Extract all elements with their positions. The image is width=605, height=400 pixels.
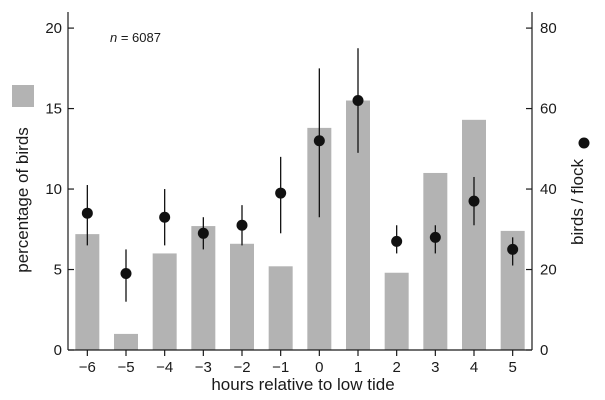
ticks: 0 5 10 15 20 0 20 40 60 80 −6 −5 −4 −3 −2 −1 0 1 2 3 4 5 <box>45 20 556 376</box>
bar <box>152 253 177 350</box>
left-legend-marker <box>12 85 34 107</box>
x-tick-label: 5 <box>508 359 516 376</box>
data-point <box>275 187 287 199</box>
bar <box>423 172 448 350</box>
data-point <box>120 268 132 280</box>
y-tick-label-left: 0 <box>54 342 62 359</box>
x-tick-label: −2 <box>233 359 250 376</box>
data-point <box>391 235 403 247</box>
y-tick-label-left: 5 <box>54 262 62 279</box>
y-tick-label-left: 15 <box>45 101 62 118</box>
x-tick-label: 4 <box>470 359 478 376</box>
y-tick-label-left: 10 <box>45 181 62 198</box>
flock-size-series <box>81 95 519 280</box>
x-tick-label: −1 <box>272 359 289 376</box>
x-tick-label: 3 <box>431 359 439 376</box>
data-point <box>507 243 519 255</box>
axes <box>67 12 533 351</box>
data-point <box>429 231 441 243</box>
x-tick-label: 2 <box>392 359 400 376</box>
x-tick-label: 1 <box>354 359 362 376</box>
bar <box>268 266 293 350</box>
data-point <box>236 219 248 231</box>
bar <box>384 272 409 350</box>
x-tick-label: −4 <box>156 359 173 376</box>
y-tick-label-right: 0 <box>540 342 548 359</box>
right-legend-marker <box>578 137 590 149</box>
y-axis-title-left: percentage of birds <box>13 127 32 273</box>
y-axis-title-right: birds / flock <box>568 159 587 245</box>
y-tick-label-right: 40 <box>540 181 557 198</box>
bar <box>75 234 100 350</box>
bar <box>230 243 254 350</box>
data-point <box>352 95 364 107</box>
y-tick-label-left: 20 <box>45 20 62 37</box>
bar <box>114 333 138 350</box>
x-axis-title: hours relative to low tide <box>211 375 394 394</box>
y-tick-label-right: 60 <box>540 101 557 118</box>
x-tick-label: −5 <box>117 359 134 376</box>
x-tick-label: −3 <box>195 359 212 376</box>
data-point <box>197 227 209 239</box>
y-tick-label-right: 20 <box>540 262 557 279</box>
y-tick-label-right: 80 <box>540 20 557 37</box>
annotation-n: n = 6087 <box>110 30 161 45</box>
x-tick-label: −6 <box>79 359 96 376</box>
x-tick-label: 0 <box>315 359 323 376</box>
data-point <box>81 207 93 219</box>
data-point <box>468 195 480 207</box>
bar <box>500 230 525 350</box>
bar-series <box>75 100 525 351</box>
data-point <box>313 135 325 147</box>
bar <box>462 119 486 350</box>
data-point <box>159 211 171 223</box>
error-bar-series <box>86 48 514 302</box>
